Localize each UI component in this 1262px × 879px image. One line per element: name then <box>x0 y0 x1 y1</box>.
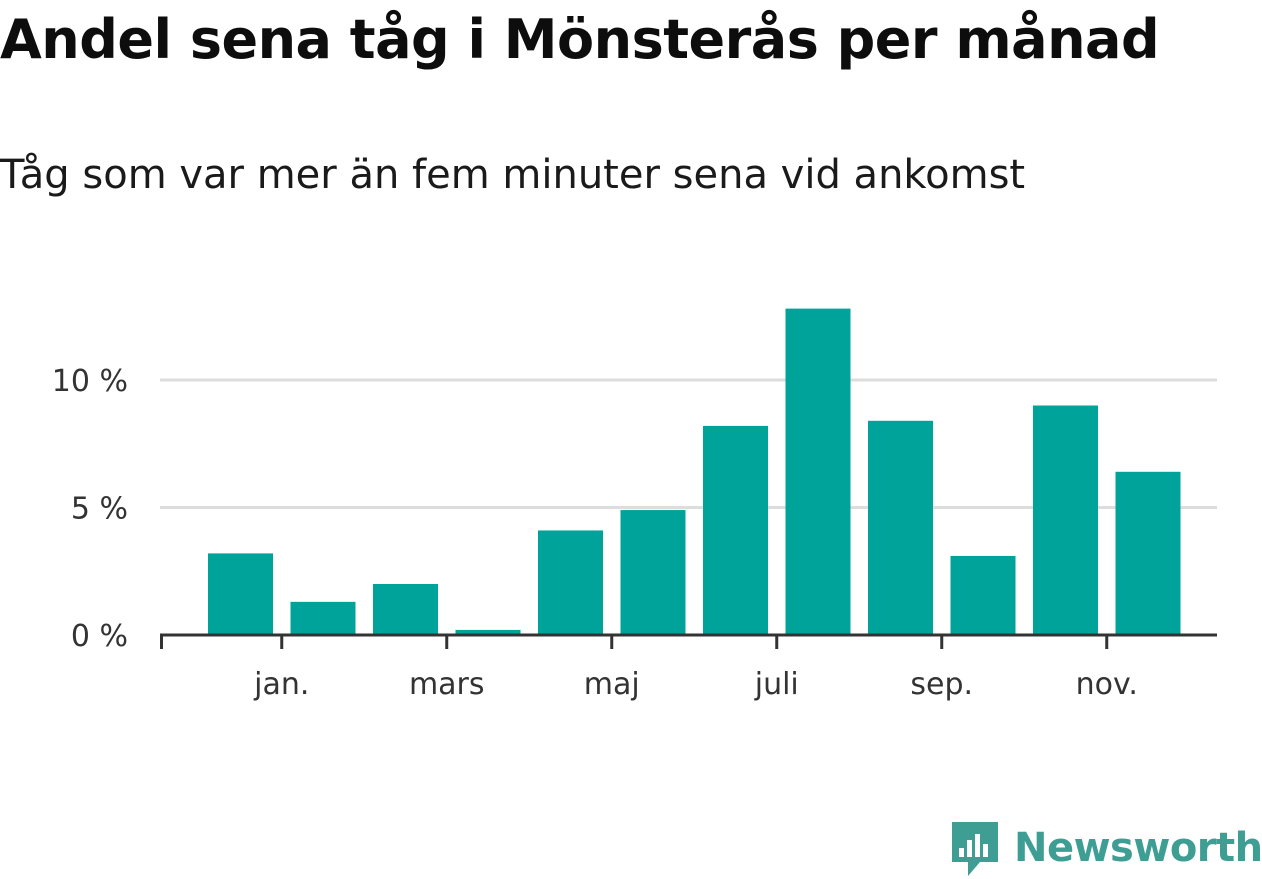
chart-subtitle: Tåg som var mer än fem minuter sena vid … <box>0 152 1026 198</box>
bar-maj <box>620 510 686 635</box>
y-tick-label: 10 % <box>52 364 128 399</box>
bar-feb. <box>373 584 438 635</box>
x-tick-label: maj <box>584 667 640 702</box>
brand-name: Newsworthy <box>1014 825 1262 871</box>
newsworthy-logo-icon <box>952 822 998 876</box>
bar-jan. <box>290 601 356 635</box>
x-tick-label: mars <box>409 667 485 702</box>
x-axis <box>160 633 1217 649</box>
brand-logo: Newsworthy <box>950 818 1262 878</box>
bar-juni <box>703 425 768 635</box>
x-tick-label: jan. <box>253 667 309 702</box>
bar-sep. <box>950 555 1016 635</box>
x-tick-label: juli <box>754 667 799 702</box>
bar-apr. <box>538 530 603 635</box>
bar-nov. <box>1115 471 1181 635</box>
y-tick-label: 5 % <box>71 492 128 527</box>
bars <box>208 308 1181 635</box>
chart-title: Andel sena tåg i Mönsterås per månad <box>0 8 1160 71</box>
bar-juli <box>785 308 851 635</box>
bar-dec. <box>208 553 273 635</box>
bar-aug. <box>868 420 933 635</box>
bar-mars <box>455 629 521 635</box>
axis-labels: 0 % 5 % 10 % jan. mars maj juli sep. nov. <box>52 364 1138 702</box>
y-tick-label: 0 % <box>71 619 128 654</box>
x-tick-label: sep. <box>910 667 973 702</box>
bar-okt. <box>1033 405 1098 635</box>
x-tick-label: nov. <box>1076 667 1138 702</box>
